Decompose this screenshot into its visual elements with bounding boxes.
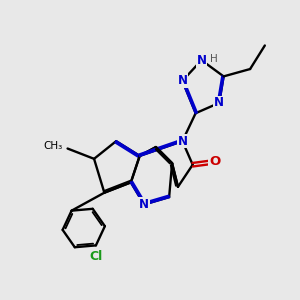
Text: N: N	[214, 96, 224, 110]
Text: Cl: Cl	[89, 250, 103, 263]
Text: N: N	[177, 135, 188, 148]
Text: N: N	[177, 74, 188, 87]
Text: N: N	[139, 198, 149, 211]
Text: H: H	[210, 54, 218, 64]
Text: O: O	[209, 155, 220, 168]
Text: N: N	[196, 54, 206, 67]
Text: CH₃: CH₃	[44, 142, 63, 152]
